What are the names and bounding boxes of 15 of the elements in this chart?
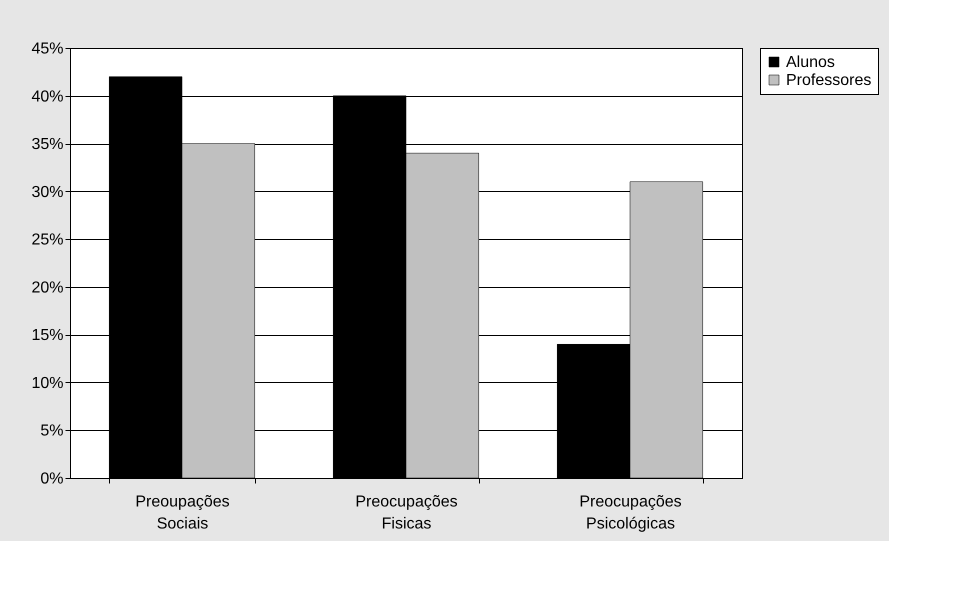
y-tick-label: 25% bbox=[31, 232, 64, 249]
y-tick-label: 35% bbox=[31, 136, 64, 154]
x-tick-label: Preocupações Psicológicas bbox=[579, 494, 682, 532]
y-tick-label: 5% bbox=[40, 422, 64, 440]
y-tick-label: 40% bbox=[31, 88, 64, 106]
y-tick-label: 0% bbox=[40, 470, 64, 488]
y-tick-label: 10% bbox=[31, 374, 64, 392]
y-tick-label: 20% bbox=[31, 279, 64, 296]
y-tick-label: 15% bbox=[31, 327, 64, 344]
legend-label: Professores bbox=[786, 72, 872, 89]
x-tick-label: Preocupações Fisicas bbox=[355, 494, 458, 532]
x-tick-label: Preoupações Sociais bbox=[135, 494, 230, 532]
y-tick-label: 30% bbox=[31, 184, 64, 201]
y-tick-label: 45% bbox=[31, 40, 64, 58]
legend-label: Alunos bbox=[786, 54, 835, 71]
